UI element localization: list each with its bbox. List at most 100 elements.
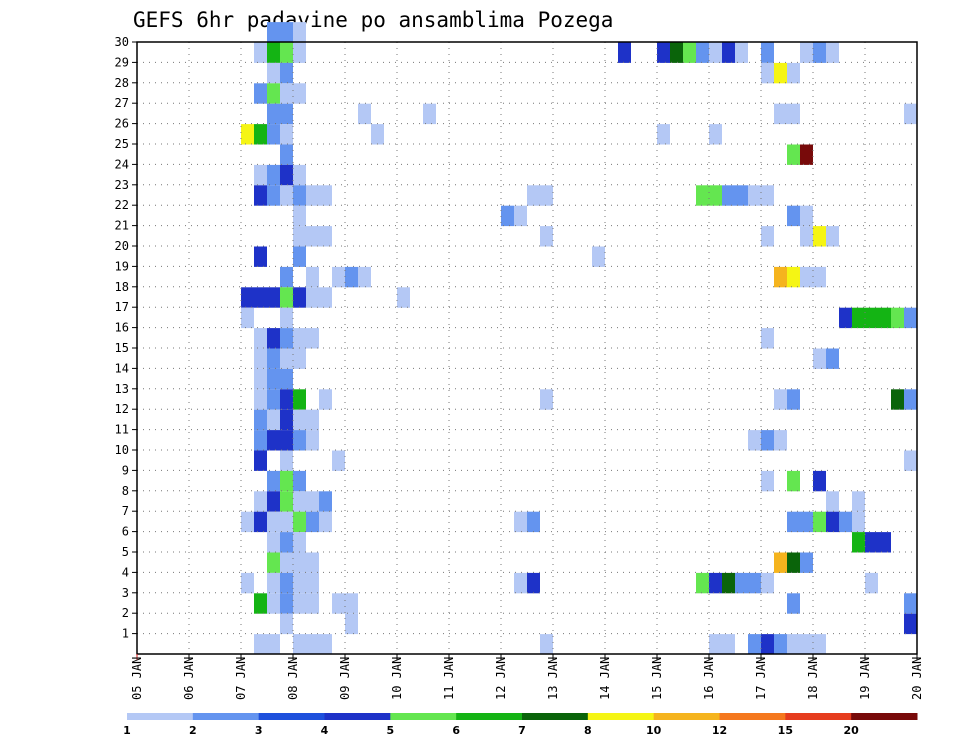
y-tick-label: 27 <box>115 96 129 110</box>
heatmap-cell <box>800 552 813 573</box>
heatmap-cell <box>800 511 813 533</box>
heatmap-cell <box>904 450 917 471</box>
heatmap-cell <box>839 307 852 329</box>
heatmap-cell <box>293 205 306 227</box>
y-tick-label: 3 <box>122 586 129 600</box>
heatmap-cell <box>306 328 319 349</box>
heatmap-cell <box>358 103 371 125</box>
colorbar-label: 1 <box>123 724 131 737</box>
x-tick-label: 14 JAN <box>598 657 612 700</box>
heatmap-cell <box>527 185 540 206</box>
heatmap-cell <box>267 328 280 349</box>
heatmap-cell <box>319 511 332 533</box>
heatmap-cell <box>293 226 306 247</box>
heatmap-cell <box>787 205 800 227</box>
heatmap-cell <box>280 287 293 308</box>
heatmap-cell <box>306 511 319 533</box>
heatmap-cell <box>332 266 345 288</box>
heatmap-cell <box>280 266 293 288</box>
heatmap-cell <box>306 266 319 288</box>
colorbar-swatch <box>587 713 655 720</box>
heatmap-cell <box>774 430 787 451</box>
x-tick-label: 17 JAN <box>754 657 768 700</box>
y-tick-label: 29 <box>115 55 129 69</box>
heatmap-cell <box>800 144 813 165</box>
heatmap-cell <box>904 103 917 125</box>
x-tick-label: 19 JAN <box>858 657 872 700</box>
heatmap-cell <box>761 470 774 492</box>
heatmap-cell <box>293 470 306 492</box>
heatmap-cell <box>852 491 865 512</box>
heatmap-cell <box>306 572 319 594</box>
heatmap-cell <box>280 62 293 84</box>
heatmap-cell <box>319 389 332 410</box>
heatmap-cell <box>280 430 293 451</box>
heatmap-cell <box>865 532 878 553</box>
y-tick-label: 4 <box>122 565 129 579</box>
heatmap-cell <box>904 613 917 635</box>
y-tick-label: 16 <box>115 321 129 335</box>
heatmap-cell <box>826 348 839 369</box>
heatmap-cell <box>748 185 761 206</box>
heatmap-cell <box>280 389 293 410</box>
heatmap-cell <box>748 430 761 451</box>
heatmap-cell <box>657 124 670 145</box>
heatmap-cell <box>514 572 527 594</box>
heatmap-cell <box>254 450 267 471</box>
x-tick-label: 07 JAN <box>234 657 248 700</box>
heatmap-cell <box>241 511 254 533</box>
heatmap-cell <box>878 532 891 553</box>
heatmap-cell <box>306 634 319 655</box>
colorbar-swatch <box>522 713 589 720</box>
colorbar-swatch <box>653 713 720 720</box>
y-tick-label: 22 <box>115 198 129 212</box>
heatmap-cell <box>761 634 774 655</box>
heatmap-cell <box>280 124 293 145</box>
heatmap-cell <box>293 185 306 206</box>
heatmap-cell <box>254 83 267 104</box>
heatmap-cell <box>254 185 267 206</box>
colorbar-swatch <box>390 713 457 720</box>
heatmap-cell <box>787 62 800 84</box>
heatmap-cell <box>267 532 280 553</box>
heatmap-cell <box>280 42 293 63</box>
colorbar-label: 3 <box>255 724 263 737</box>
heatmap-cell <box>241 572 254 594</box>
heatmap-cell <box>735 185 748 206</box>
colorbar-label: 7 <box>518 724 526 737</box>
heatmap-cell <box>735 42 748 63</box>
heatmap-cell <box>397 287 410 308</box>
heatmap-cell <box>293 552 306 573</box>
heatmap-cell <box>293 83 306 104</box>
heatmap-cell <box>280 83 293 104</box>
heatmap-cell <box>540 185 553 206</box>
heatmap-cell <box>306 593 319 614</box>
heatmap-cell <box>423 103 436 125</box>
heatmap-cell <box>254 389 267 410</box>
heatmap-cell <box>332 593 345 614</box>
heatmap-cell <box>293 409 306 431</box>
heatmap-cell <box>787 103 800 125</box>
heatmap-cell <box>267 593 280 614</box>
heatmap-cell <box>280 470 293 492</box>
heatmap-cell <box>774 552 787 573</box>
heatmap-cell <box>280 164 293 186</box>
heatmap-cell <box>267 470 280 492</box>
y-tick-label: 23 <box>115 178 129 192</box>
heatmap-cell <box>748 634 761 655</box>
y-tick-label: 24 <box>115 157 129 171</box>
heatmap-cell <box>267 164 280 186</box>
heatmap-cell <box>514 205 527 227</box>
heatmap-cell <box>345 593 358 614</box>
x-axis-ticks: 05 JAN 06 JAN 07 JAN 08 JAN 09 JAN 10 JAN 11 J… <box>130 654 924 700</box>
heatmap-cell <box>241 124 254 145</box>
heatmap-cell <box>332 450 345 471</box>
heatmap-cell <box>241 307 254 329</box>
y-tick-label: 26 <box>115 117 129 131</box>
heatmap-cell <box>761 328 774 349</box>
heatmap-cell <box>267 62 280 84</box>
heatmap-cell <box>306 226 319 247</box>
heatmap-cell <box>267 430 280 451</box>
heatmap-cell <box>254 593 267 614</box>
